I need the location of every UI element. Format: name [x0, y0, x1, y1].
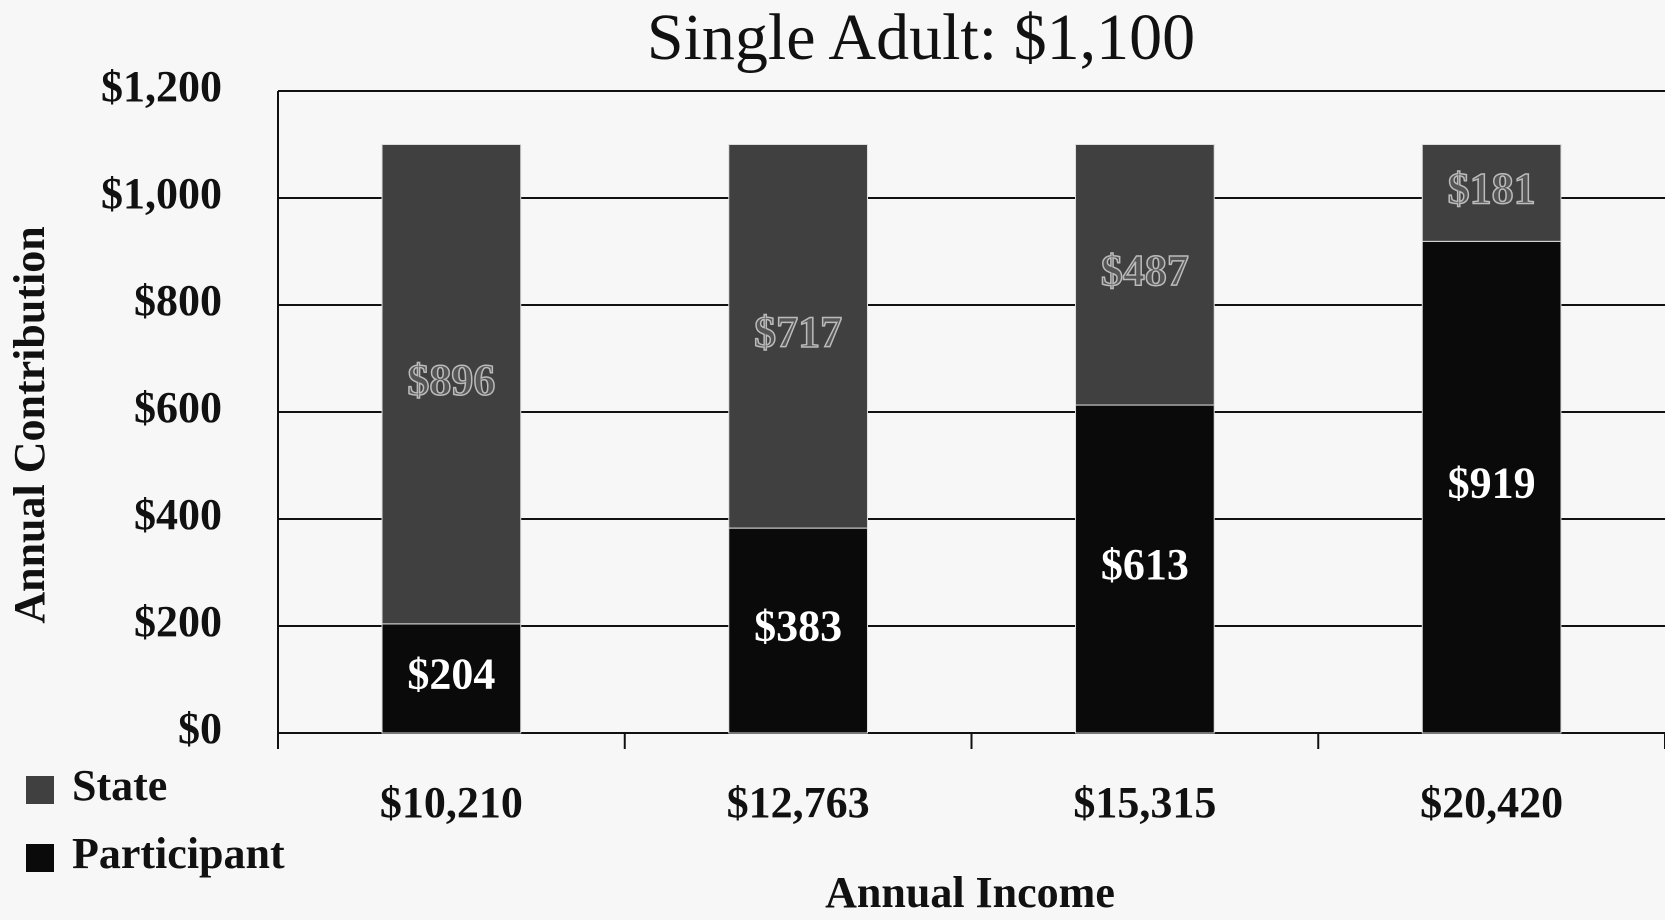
legend-swatch	[26, 776, 54, 804]
bar-segment	[1075, 404, 1215, 734]
data-label: $383	[754, 602, 842, 651]
y-tick-label: $400	[134, 490, 222, 539]
x-tick-label: $15,315	[1073, 778, 1216, 827]
data-label: $204	[407, 650, 495, 699]
data-label: $613	[1101, 540, 1189, 589]
data-label: $896	[407, 355, 495, 404]
bar-segment	[381, 623, 522, 734]
x-axis-title: Annual Income	[825, 868, 1115, 917]
bar-segment	[728, 144, 868, 529]
legend-label: State	[72, 761, 167, 810]
x-tick-label: $20,420	[1420, 778, 1563, 827]
data-label: $487	[1101, 246, 1189, 295]
data-label: $717	[754, 307, 842, 356]
y-tick-label: $1,200	[101, 62, 222, 111]
y-tick-label: $1,000	[101, 169, 222, 218]
y-tick-label: $200	[134, 597, 222, 646]
x-tick-label: $10,210	[380, 778, 523, 827]
legend-label: Participant	[72, 829, 285, 878]
bar-segment	[728, 527, 868, 734]
chart-title: Single Adult: $1,100	[647, 1, 1195, 74]
y-tick-label: $800	[134, 276, 222, 325]
y-tick-label: $600	[134, 383, 222, 432]
y-tick-label: $0	[178, 704, 222, 753]
data-label: $919	[1448, 458, 1536, 507]
data-label: $181	[1448, 164, 1536, 213]
bar-segment	[381, 144, 522, 625]
x-tick-label: $12,763	[727, 778, 870, 827]
y-axis-title: Annual Contribution	[5, 226, 54, 623]
bar-segment	[1075, 144, 1215, 406]
legend-swatch	[26, 844, 54, 872]
bar-segment	[1421, 144, 1562, 242]
